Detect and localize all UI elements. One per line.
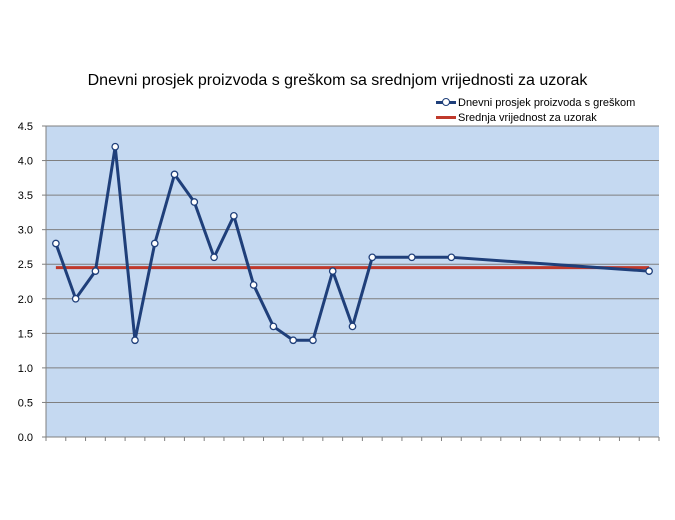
data-point (150, 239, 159, 248)
data-point (328, 267, 337, 275)
data-point (645, 267, 653, 275)
data-point (348, 322, 357, 331)
data-point (111, 142, 120, 151)
y-tick-label: 4.0 (18, 156, 33, 168)
data-point (91, 267, 100, 275)
data-point (170, 170, 179, 179)
data-point (289, 336, 298, 345)
data-point (52, 239, 60, 248)
data-point (447, 253, 456, 262)
data-point (190, 198, 199, 206)
data-point (230, 211, 238, 220)
y-tick-label: 2.5 (18, 259, 33, 271)
data-point (210, 253, 218, 262)
legend-entry-sample-mean: Srednja vrijednost za uzorak (436, 110, 635, 125)
plot-area (46, 126, 659, 437)
y-tick-label: 1.5 (18, 328, 33, 340)
legend-line-icon (436, 110, 456, 125)
y-tick-label: 1.0 (18, 363, 33, 375)
data-point (131, 336, 139, 345)
chart-title: Dnevni prosjek proizvoda s greškom sa sr… (87, 72, 588, 89)
y-tick-label: 4.5 (18, 121, 33, 133)
data-point (368, 253, 377, 262)
data-point (309, 336, 317, 345)
series-line-daily-average (54, 145, 650, 342)
legend-label-sample-mean: Srednja vrijednost za uzorak (458, 111, 597, 124)
legend: Dnevni prosjek proizvoda s greškom Sredn… (436, 95, 635, 125)
data-point (407, 253, 416, 262)
legend-label-daily-average: Dnevni prosjek proizvoda s greškom (458, 96, 636, 109)
legend-line-marker-icon (436, 95, 456, 110)
y-tick-label: 0.5 (18, 397, 33, 409)
y-tick-label: 0.0 (18, 432, 33, 444)
data-point (71, 294, 80, 303)
legend-entry-daily-average: Dnevni prosjek proizvoda s greškom (436, 95, 635, 110)
y-tick-label: 2.0 (18, 294, 33, 306)
data-point (269, 322, 278, 331)
data-point (249, 281, 258, 289)
y-tick-label: 3.5 (18, 190, 33, 202)
y-tick-label: 3.0 (18, 225, 33, 237)
